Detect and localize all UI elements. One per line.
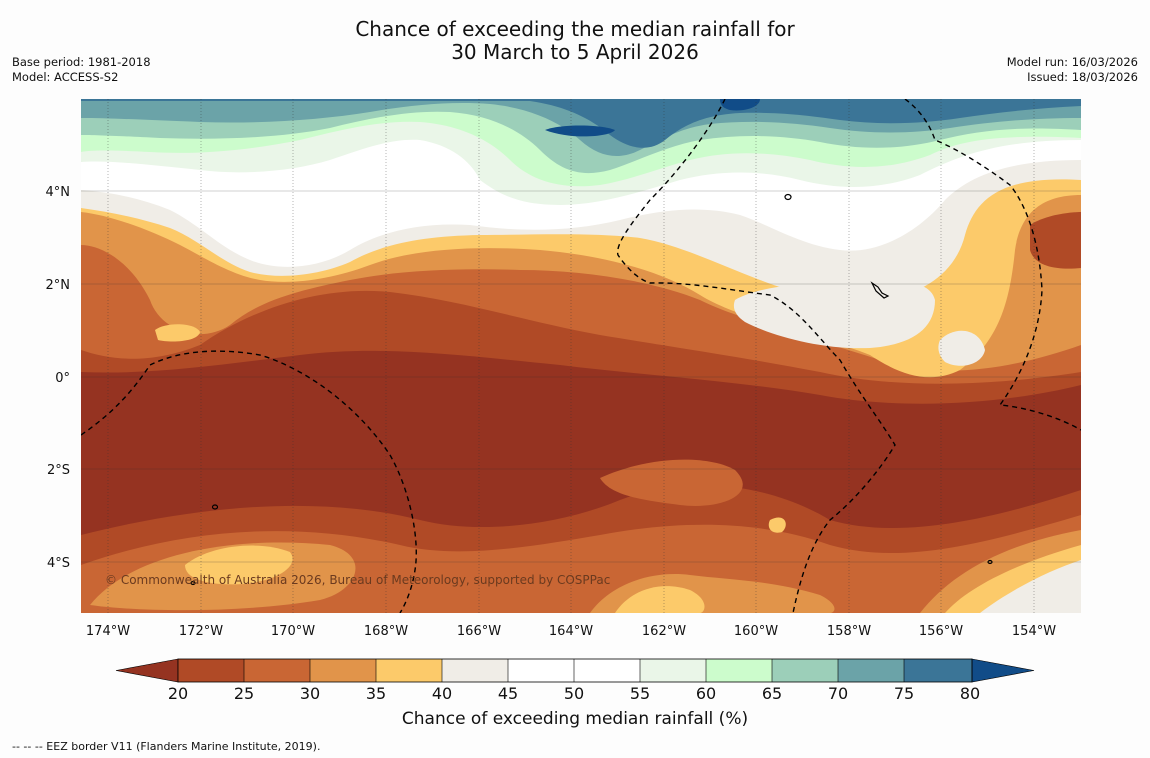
- colorbar-swatch-50-55: [574, 659, 640, 682]
- fill-35-40-west: [155, 324, 200, 342]
- colorbar-tick-20: 20: [168, 684, 188, 703]
- lon-label-160w: 160°W: [734, 624, 778, 639]
- fill-35-40-south-2: [615, 586, 705, 613]
- fill-40-45-central: [733, 282, 935, 349]
- colorbar-swatch-65-70: [772, 659, 838, 682]
- copyright-notice: © Commonwealth of Australia 2026, Bureau…: [105, 573, 610, 587]
- title-line-1: Chance of exceeding the median rainfall …: [355, 17, 795, 41]
- lon-label-158w: 158°W: [827, 624, 871, 639]
- colorbar-tick-70: 70: [828, 684, 848, 703]
- colorbar-tick-60: 60: [696, 684, 716, 703]
- fill-40-45-southeast: [980, 560, 1081, 613]
- eez-legend: -- -- -- EEZ border V11 (Flanders Marine…: [12, 740, 321, 753]
- colorbar-tick-50: 50: [564, 684, 584, 703]
- lat-label-2s: 2°S: [47, 463, 70, 478]
- colorbar-swatch-30-35: [310, 659, 376, 682]
- lat-gridlines: [81, 190, 1081, 563]
- fill-20-25-east: [1030, 212, 1081, 269]
- colorbar-swatch-35-40: [376, 659, 442, 682]
- colorbar-swatch-55-60: [640, 659, 706, 682]
- fill-40-45-east: [938, 330, 985, 366]
- rainfall-map: © Commonwealth of Australia 2026, Bureau…: [81, 99, 1081, 613]
- colorbar-tick-35: 35: [366, 684, 386, 703]
- colorbar-label: Chance of exceeding median rainfall (%): [401, 709, 749, 729]
- lat-axis: 4°N 2°N 0° 2°S 4°S: [46, 185, 71, 571]
- lon-label-162w: 162°W: [642, 624, 686, 639]
- fill-35-40-south: [185, 545, 293, 585]
- title-line-2: 30 March to 5 April 2026: [451, 40, 699, 64]
- lat-label-0: 0°: [55, 371, 70, 386]
- colorbar-tick-30: 30: [300, 684, 320, 703]
- lon-label-164w: 164°W: [549, 624, 593, 639]
- lon-label-154w: 154°W: [1012, 624, 1056, 639]
- colorbar-tick-65: 65: [762, 684, 782, 703]
- lat-label-4s: 4°S: [47, 556, 70, 571]
- colorbar-swatch-45-50: [508, 659, 574, 682]
- fill-75-80-north: [81, 99, 1081, 148]
- colorbar-tick-55: 55: [630, 684, 650, 703]
- lon-label-170w: 170°W: [271, 624, 315, 639]
- lon-label-174w: 174°W: [86, 624, 130, 639]
- metadata-left: Base period: 1981-2018 Model: ACCESS-S2: [12, 55, 151, 85]
- fill-35-40-islet: [768, 517, 786, 533]
- colorbar-tick-80: 80: [960, 684, 980, 703]
- lat-label-4n: 4°N: [46, 185, 71, 200]
- metadata-right: Model run: 16/03/2026 Issued: 18/03/2026: [1007, 55, 1138, 85]
- fill-above-80-patch: [545, 125, 615, 137]
- chart-title: Chance of exceeding the median rainfall …: [0, 18, 1150, 64]
- fill-25-30-blob: [600, 459, 743, 506]
- colorbar-tick-40: 40: [432, 684, 452, 703]
- colorbar-swatch-60-65: [706, 659, 772, 682]
- colorbar-tick-25: 25: [234, 684, 254, 703]
- colorbar-swatch-40-45: [442, 659, 508, 682]
- model-name: Model: ACCESS-S2: [12, 70, 119, 84]
- colorbar-swatch-75-80: [904, 659, 972, 682]
- colorbar-dividers: [243, 659, 905, 682]
- fill-above-80-patch-2: [720, 99, 760, 111]
- base-period: Base period: 1981-2018: [12, 55, 151, 69]
- lon-label-156w: 156°W: [919, 624, 963, 639]
- colorbar: 20 25 30 35 40 45 50 55 60 65 70 75 80: [115, 658, 1035, 703]
- lon-axis: 174°W 172°W 170°W 168°W 166°W 164°W 162°…: [86, 624, 1056, 639]
- lon-label-166w: 166°W: [457, 624, 501, 639]
- colorbar-swatch-20-25: [178, 659, 244, 682]
- colorbar-swatch-25-30: [244, 659, 310, 682]
- colorbar-ticks: 20 25 30 35 40 45 50 55 60 65 70 75 80: [168, 684, 980, 703]
- colorbar-outline: [177, 658, 973, 683]
- colorbar-swatch-70-75: [838, 659, 904, 682]
- issued-date: Issued: 18/03/2026: [1027, 70, 1138, 84]
- lon-label-168w: 168°W: [364, 624, 408, 639]
- colorbar-tick-45: 45: [498, 684, 518, 703]
- lon-label-172w: 172°W: [179, 624, 223, 639]
- islands: [190, 193, 993, 586]
- model-run: Model run: 16/03/2026: [1006, 55, 1138, 69]
- eez-borders: [81, 99, 1081, 613]
- colorbar-under-arrow: [115, 658, 179, 683]
- colorbar-tick-75: 75: [894, 684, 914, 703]
- colorbar-over-arrow: [971, 658, 1035, 683]
- lat-label-2n: 2°N: [46, 278, 71, 293]
